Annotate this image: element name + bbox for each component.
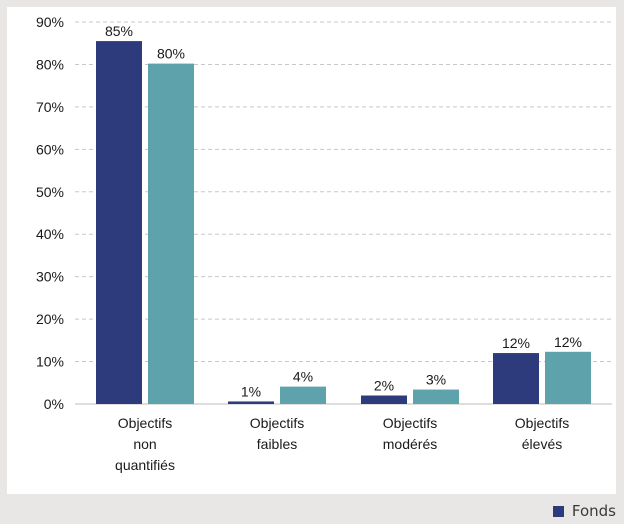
bar xyxy=(96,41,142,404)
bar xyxy=(545,351,591,404)
data-label: 85% xyxy=(105,23,133,39)
bar xyxy=(493,353,539,404)
data-labels: 85% 80% 1% 4% 2% 3% 12% 12% xyxy=(105,23,582,399)
bars xyxy=(96,41,591,405)
category-label: faibles xyxy=(257,436,297,452)
data-label: 80% xyxy=(157,46,185,62)
y-tick-label: 10% xyxy=(36,354,64,370)
y-tick-label: 0% xyxy=(44,396,64,412)
category-label: Objectifs xyxy=(250,415,304,431)
data-label: 3% xyxy=(426,372,446,388)
bar xyxy=(280,386,326,404)
data-label: 4% xyxy=(293,369,313,385)
bar-chart: 0% 10% 20% 30% 40% 50% 60% 70% 80% 90% 85% 80% 1% 4%… xyxy=(36,14,612,473)
category-label: non xyxy=(133,436,156,452)
y-axis-tick-labels: 0% 10% 20% 30% 40% 50% 60% 70% 80% 90% xyxy=(36,14,64,412)
legend: Fonds xyxy=(552,502,616,520)
chart-panel: 0% 10% 20% 30% 40% 50% 60% 70% 80% 90% 85% 80% 1% 4%… xyxy=(7,7,616,494)
data-label: 12% xyxy=(554,334,582,350)
category-label: Objectifs xyxy=(383,415,437,431)
y-tick-label: 30% xyxy=(36,269,64,285)
bar xyxy=(361,395,407,404)
category-label: élevés xyxy=(522,436,562,452)
y-tick-label: 40% xyxy=(36,226,64,242)
y-tick-label: 60% xyxy=(36,141,64,157)
category-label: Objectifs xyxy=(118,415,172,431)
y-tick-label: 70% xyxy=(36,99,64,115)
legend-label: Fonds xyxy=(571,502,616,520)
bar xyxy=(228,401,274,404)
data-label: 2% xyxy=(374,378,394,394)
category-labels: Objectifs non quantifiés Objectifs faibles Ob… xyxy=(115,415,569,473)
legend-swatch xyxy=(552,505,564,517)
category-label: quantifiés xyxy=(115,457,175,473)
data-label: 1% xyxy=(241,383,261,399)
y-tick-label: 20% xyxy=(36,311,64,327)
bar xyxy=(413,389,459,404)
category-label: Objectifs xyxy=(515,415,569,431)
data-label: 12% xyxy=(502,335,530,351)
y-tick-label: 80% xyxy=(36,56,64,72)
category-label: modérés xyxy=(383,436,437,452)
y-tick-label: 50% xyxy=(36,184,64,200)
y-tick-label: 90% xyxy=(36,14,64,30)
bar xyxy=(148,63,194,405)
